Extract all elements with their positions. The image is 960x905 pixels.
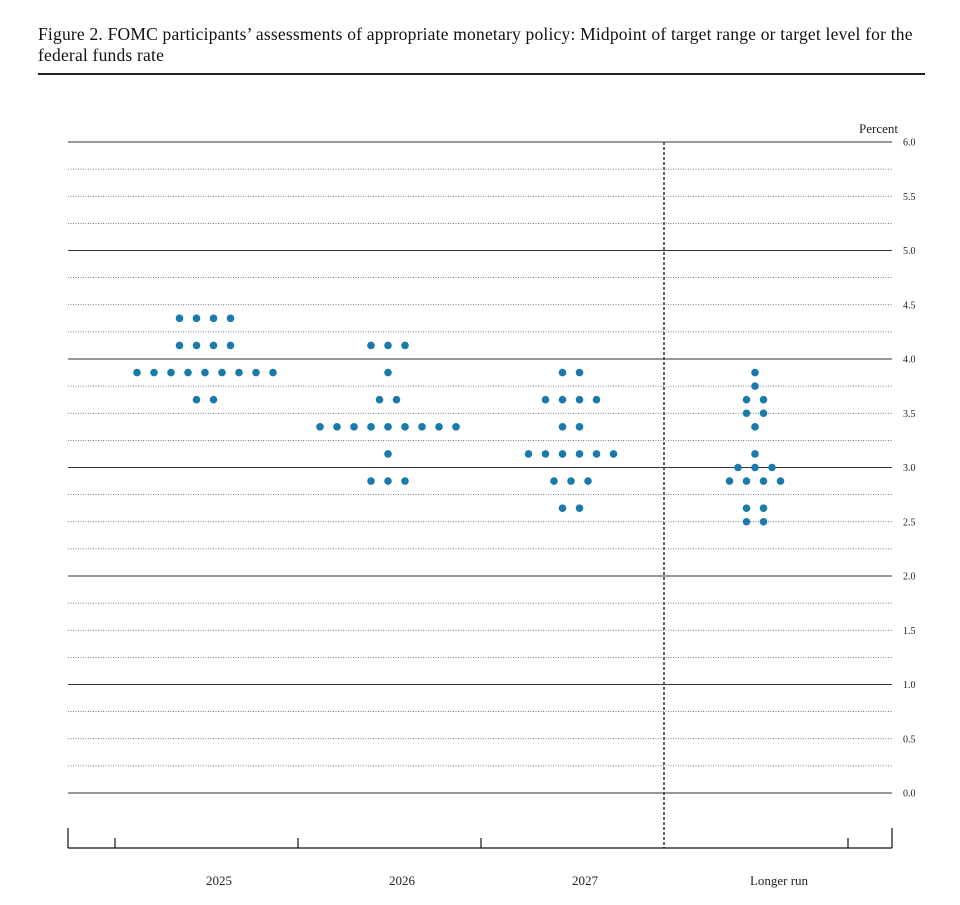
dot — [759, 395, 768, 404]
x-tick-label: 2026 — [389, 873, 416, 888]
dot — [226, 314, 235, 323]
dot — [384, 450, 392, 458]
dot — [751, 423, 759, 431]
dot — [742, 409, 751, 418]
y-tick-label: 4.5 — [903, 300, 916, 311]
dot — [192, 395, 201, 404]
dot — [759, 409, 768, 418]
dot — [759, 504, 768, 512]
y-tick-label: 3.0 — [903, 463, 916, 474]
dot — [452, 423, 460, 431]
dot — [418, 423, 426, 431]
dot — [175, 314, 184, 323]
dot — [558, 423, 567, 431]
dot — [609, 450, 618, 458]
y-tick-label: 4.0 — [903, 355, 916, 366]
dot — [367, 423, 375, 431]
dot — [742, 504, 751, 512]
dot — [375, 395, 384, 404]
dot — [384, 477, 392, 485]
dot — [575, 450, 584, 458]
dot — [575, 395, 584, 404]
dot — [226, 341, 235, 350]
dot — [558, 368, 567, 377]
y-tick-label: 0.0 — [903, 789, 916, 800]
dot — [558, 395, 567, 404]
dot — [584, 477, 592, 485]
dot — [333, 423, 341, 431]
y-tick-label: 5.5 — [903, 192, 916, 203]
dot — [435, 423, 443, 431]
x-axis-ticks — [67, 828, 893, 848]
y-axis-label: Percent — [859, 121, 898, 136]
y-tick-label: 1.0 — [903, 680, 916, 691]
dot — [269, 368, 277, 377]
dot — [725, 477, 734, 485]
dot — [751, 450, 759, 458]
dot — [759, 517, 768, 526]
x-tick-label: 2025 — [206, 873, 232, 888]
dot — [316, 423, 324, 431]
dot — [575, 368, 584, 377]
dot — [558, 504, 567, 512]
dot — [209, 395, 218, 404]
dot — [184, 368, 192, 377]
dot — [175, 341, 184, 350]
dot — [192, 341, 201, 350]
dot — [367, 341, 375, 350]
dot — [734, 463, 742, 472]
dot — [742, 517, 751, 526]
dot — [252, 368, 260, 377]
dot — [401, 477, 409, 485]
y-tick-label: 2.5 — [903, 517, 916, 528]
dot — [167, 368, 175, 377]
dot — [350, 423, 358, 431]
dot — [550, 477, 558, 485]
x-tick-label: Longer run — [750, 873, 809, 888]
y-tick-label: 3.5 — [903, 409, 916, 420]
dot — [759, 477, 768, 485]
dot — [751, 382, 759, 390]
dot — [541, 450, 550, 458]
dot — [133, 368, 141, 377]
dot — [150, 368, 158, 377]
dot — [209, 314, 218, 323]
y-tick-label: 5.0 — [903, 246, 916, 257]
dot — [401, 423, 409, 431]
dot — [367, 477, 375, 485]
dot — [751, 368, 759, 377]
dot — [209, 341, 218, 350]
dot — [384, 368, 392, 377]
title-rule — [38, 73, 925, 75]
y-tick-label: 1.5 — [903, 626, 916, 637]
dot — [592, 395, 601, 404]
dot — [192, 314, 201, 323]
dot — [558, 450, 567, 458]
dot — [401, 341, 409, 350]
y-tick-label: 2.0 — [903, 572, 916, 583]
dot — [392, 395, 401, 404]
x-tick-label: 2027 — [572, 873, 599, 888]
dot — [575, 504, 584, 512]
dot — [751, 463, 759, 472]
y-tick-label: 0.5 — [903, 734, 916, 745]
dot — [384, 341, 392, 350]
dot — [235, 368, 243, 377]
dot — [524, 450, 533, 458]
dot — [218, 368, 226, 377]
dot — [776, 477, 785, 485]
chart-title: Figure 2. FOMC participants’ assessments… — [38, 24, 913, 65]
dot — [567, 477, 575, 485]
dot — [541, 395, 550, 404]
dot — [742, 477, 751, 485]
dot — [592, 450, 601, 458]
dot — [201, 368, 209, 377]
dot — [384, 423, 392, 431]
dot — [768, 463, 776, 472]
dot — [575, 423, 584, 431]
y-tick-label: 6.0 — [903, 138, 916, 149]
dot — [742, 395, 751, 404]
